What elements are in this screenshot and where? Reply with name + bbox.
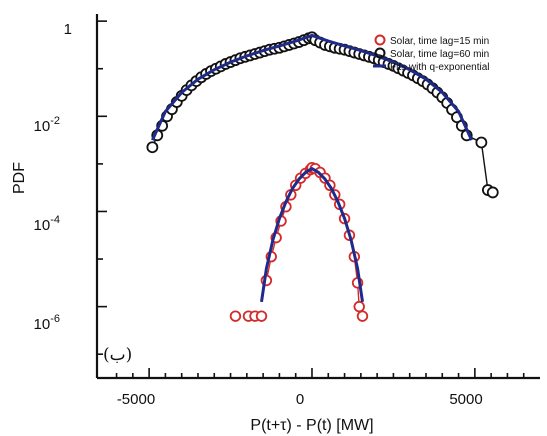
x-tick-label: -5000 xyxy=(117,391,155,408)
y-tick-label: 10-4 xyxy=(34,214,60,234)
data-point-60min xyxy=(475,136,488,149)
fit-line xyxy=(151,33,473,141)
x-axis-label: P(t+τ) - P(t) [MW] xyxy=(250,417,373,434)
plot-area xyxy=(146,31,499,322)
y-tick-label: 10-6 xyxy=(34,313,60,333)
data-point-15min xyxy=(255,310,268,322)
axis-ticks xyxy=(97,20,525,378)
legend-label: Solar, time lag=60 min xyxy=(390,49,489,60)
y-axis-label: PDF xyxy=(11,162,28,194)
data-point-15min xyxy=(356,310,369,322)
data-point-60min xyxy=(146,141,159,154)
legend-marker-black-circle xyxy=(374,47,386,59)
data-point-60min xyxy=(486,186,499,199)
legend: Solar, time lag=15 min Solar, time lag=6… xyxy=(373,34,490,73)
y-tick-labels: 1 10-2 10-4 10-6 xyxy=(34,21,72,333)
data-point-15min xyxy=(353,300,365,313)
x-tick-label: 0 xyxy=(296,391,304,408)
y-tick-label: 10-2 xyxy=(34,115,60,135)
legend-marker-red-circle xyxy=(374,34,386,46)
x-tick-labels: -5000 0 5000 xyxy=(117,391,483,408)
legend-label: Solar, time lag=15 min xyxy=(390,36,489,47)
y-tick-label: 1 xyxy=(64,21,72,38)
panel-label: (ب) xyxy=(103,345,132,365)
series-line-15min xyxy=(265,166,364,317)
fit-line xyxy=(260,167,364,303)
x-tick-label: 5000 xyxy=(449,391,482,408)
legend-label: Fits with q-exponential xyxy=(390,62,490,73)
axes xyxy=(95,14,540,380)
data-point-15min xyxy=(229,310,242,322)
